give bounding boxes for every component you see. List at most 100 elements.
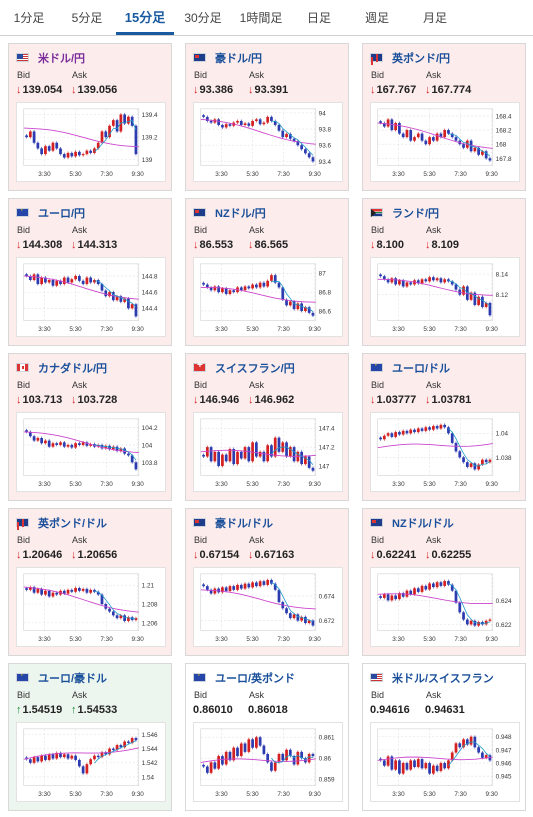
candle-body — [123, 741, 126, 748]
tab-0[interactable]: 1分足 — [13, 11, 45, 25]
pair-name[interactable]: 英ポンド/ドル — [38, 517, 108, 530]
ask-price: 146.962 — [254, 394, 295, 406]
short-average-line — [271, 280, 314, 313]
currency-card[interactable]: ユーロ/ドルBidAsk↓1.03777↓1.037811.041.0383:3… — [362, 353, 526, 501]
candle-body — [85, 588, 89, 593]
candle-body — [89, 150, 93, 153]
tab-1[interactable]: 5分足 — [71, 11, 103, 25]
price-chart[interactable]: 8.14 8.12 3:30 5:30 7:30 9:30 — [370, 257, 520, 337]
currency-card[interactable]: ユーロ/豪ドルBidAsk↑1.54519↑1.545331.5461.5441… — [8, 663, 172, 811]
short-average-line — [271, 120, 314, 156]
candle-body — [81, 588, 85, 591]
candle-body — [431, 426, 435, 430]
candle-body — [288, 133, 292, 139]
price-chart[interactable]: 0.624 0.622 3:30 5:30 7:30 9:30 — [370, 567, 520, 647]
pair-name[interactable]: 豪ドル/ドル — [215, 517, 274, 530]
candle-body — [277, 282, 281, 288]
price-chart[interactable]: 94 93.8 93.6 93.4 3:30 5:30 7:30 9:30 — [193, 102, 343, 182]
candle-body — [89, 277, 93, 283]
candle-body — [202, 282, 205, 285]
price-chart[interactable]: 168.4 168.2 168 167.8 3:30 5:30 7:30 9:30 — [370, 102, 520, 182]
tab-6[interactable]: 週足 — [364, 11, 389, 25]
candle-body — [401, 593, 405, 597]
candle-body — [47, 754, 51, 760]
pair-name[interactable]: ランド/円 — [392, 207, 440, 220]
tab-3[interactable]: 30分足 — [184, 11, 222, 25]
candle-body — [44, 146, 47, 155]
currency-card[interactable]: ユーロ/英ポンドBidAsk0.860100.860180.8610.860.8… — [185, 663, 349, 811]
currency-card[interactable]: 英ポンド/ドル Bid Ask ↓1.20646 ↓1.20656 1.21 1.208 1.… — [8, 508, 172, 656]
candle-body — [224, 751, 228, 765]
tab-4[interactable]: 1時間足 — [239, 11, 283, 25]
currency-card[interactable]: ランド/円 Bid Ask ↓8.100 ↓8.109 8.14 8.12 3:30 5:30 7… — [362, 198, 526, 346]
x-tick-label: 5:30 — [69, 791, 82, 798]
price-chart[interactable]: 0.674 0.672 3:30 5:30 7:30 9:30 — [193, 567, 343, 647]
candle-body — [296, 303, 300, 310]
bid-price: 8.100 — [376, 239, 405, 251]
price-chart[interactable]: 1.546 1.544 1.542 1.54 3:30 5:30 7:30 9:30 — [16, 722, 166, 802]
x-tick-label: 9:30 — [308, 481, 321, 488]
candle-body — [209, 287, 213, 291]
candle-body — [77, 587, 81, 591]
currency-card[interactable]: 米ドル/スイスフラン Bid Ask 0.94616 0.94631 0.948 0.947… — [362, 663, 526, 811]
price-chart[interactable]: 87 86.8 86.6 3:30 5:30 7:30 9:30 — [193, 257, 343, 337]
bid-value: ↓144.308 — [16, 239, 62, 251]
candle-body — [224, 124, 228, 128]
candle-body — [85, 442, 89, 446]
candle-body — [96, 444, 100, 447]
currency-card[interactable]: NZドル/円 Bid Ask ↓86.553 ↓86.565 87 86.8 86.6 3:30… — [185, 198, 349, 346]
pair-name[interactable]: 英ポンド/円 — [392, 52, 451, 65]
tab-2[interactable]: 15分足 — [116, 0, 174, 35]
pair-name[interactable]: 米ドル/スイスフラン — [392, 672, 494, 685]
candle-body — [104, 290, 108, 297]
pair-name[interactable]: ユーロ/豪ドル — [38, 672, 108, 685]
pair-name[interactable]: スイスフラン/円 — [215, 362, 295, 375]
currency-card[interactable]: NZドル/ドル Bid Ask ↓0.62241 ↓0.62255 0.624 0.622 3… — [362, 508, 526, 656]
currency-card[interactable]: 英ポンド/円 Bid Ask ↓167.767 ↓167.774 168.4 168.2 16… — [362, 43, 526, 191]
candle-body — [266, 280, 270, 287]
tab-7[interactable]: 月足 — [422, 11, 447, 25]
price-chart[interactable]: 1.04 1.038 3:30 5:30 7:30 9:30 — [370, 412, 520, 492]
pair-name[interactable]: NZドル/円 — [215, 207, 266, 220]
price-chart[interactable]: 0.948 0.947 0.946 0.945 3:30 5:30 7:30 9:30 — [370, 722, 520, 802]
candle-body — [300, 751, 303, 759]
pair-name[interactable]: ユーロ/ドル — [392, 362, 451, 375]
pair-name[interactable]: 豪ドル/円 — [215, 52, 263, 65]
x-tick-label: 3:30 — [215, 791, 228, 798]
price-chart[interactable]: 147.4 147.2 147 3:30 5:30 7:30 9:30 — [193, 412, 343, 492]
candle-body — [134, 738, 138, 741]
price-chart[interactable]: 1.21 1.208 1.206 3:30 5:30 7:30 9:30 — [16, 567, 166, 647]
price-chart[interactable]: 139.4 139.2 139 3:30 5:30 7:30 9:30 — [16, 102, 166, 182]
candle-body — [104, 131, 108, 138]
chart-svg: 147.4 147.2 147 3:30 5:30 7:30 9:30 — [200, 418, 335, 488]
pair-name[interactable]: カナダドル/円 — [38, 362, 108, 375]
tab-5[interactable]: 日足 — [306, 11, 331, 25]
candle-body — [243, 123, 247, 126]
currency-card[interactable]: 豪ドル/円 Bid Ask ↓93.386 ↓93.391 94 93.8 93.6 93.4 3… — [185, 43, 349, 191]
pair-name[interactable]: 米ドル/円 — [38, 52, 86, 65]
candle-body — [409, 429, 413, 434]
pair-name[interactable]: ユーロ/円 — [38, 207, 86, 220]
currency-card[interactable]: 豪ドル/ドル Bid Ask ↓0.67154 ↓0.67163 0.674 0.672 3:… — [185, 508, 349, 656]
candle-body — [292, 614, 296, 619]
candle-body — [262, 745, 266, 754]
price-chart[interactable]: 0.861 0.86 0.859 3:30 5:30 7:30 9:30 — [193, 722, 343, 802]
currency-card[interactable]: スイスフラン/円BidAsk↓146.946↓146.962147.4147.2… — [185, 353, 349, 501]
currency-card[interactable]: ユーロ/円BidAsk↓144.308↓144.313144.8144.6144… — [8, 198, 172, 346]
price-chart[interactable]: 104.2 104 103.8 3:30 5:30 7:30 9:30 — [16, 412, 166, 492]
pair-name[interactable]: NZドル/ドル — [392, 517, 454, 530]
candle-body — [40, 755, 44, 762]
candle-body — [40, 148, 44, 155]
candle-body — [40, 437, 44, 444]
x-tick-label: 5:30 — [246, 326, 259, 333]
candle-body — [228, 449, 232, 462]
candle-body — [386, 433, 390, 436]
price-chart[interactable]: 144.8 144.6 144.4 3:30 5:30 7:30 9:30 — [16, 257, 166, 337]
candle-body — [450, 433, 454, 443]
pair-name[interactable]: ユーロ/英ポンド — [215, 672, 296, 685]
currency-card[interactable]: カナダドル/円 Bid Ask ↓103.713 ↓103.728 104.2 104 103… — [8, 353, 172, 501]
currency-card[interactable]: 米ドル/円 Bid Ask ↓139.054 ↓139.056 139.4 139.2 139… — [8, 43, 172, 191]
card-header: 豪ドル/円 — [193, 50, 344, 65]
candle-body — [311, 312, 315, 316]
bid-value: ↓139.054 — [16, 84, 62, 96]
